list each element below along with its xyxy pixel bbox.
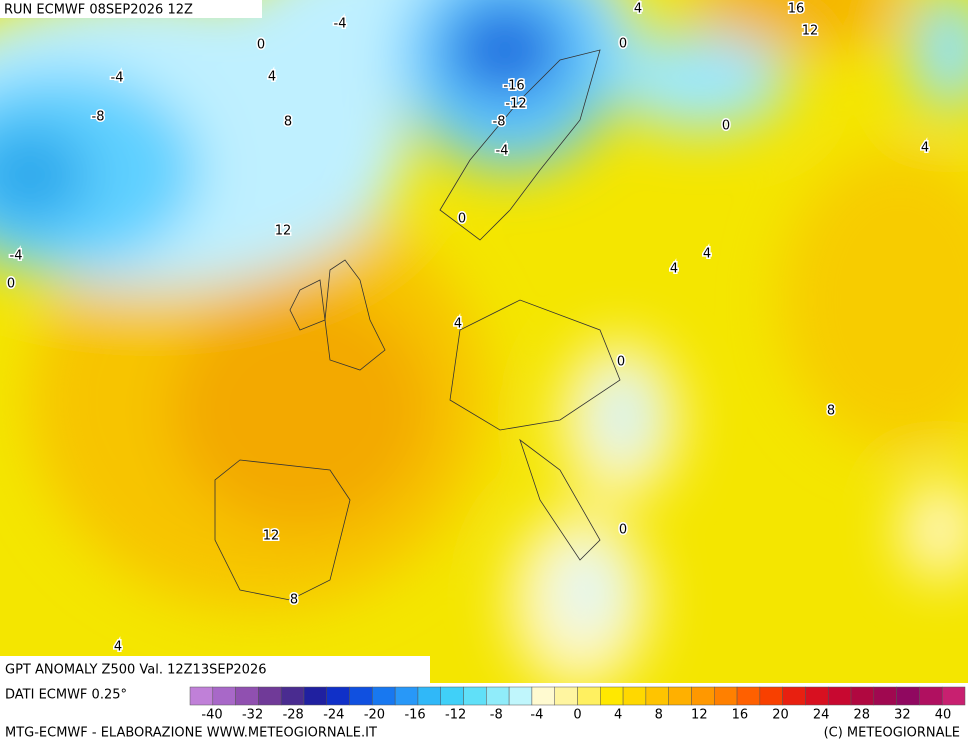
- footer-credit: MTG-ECMWF - ELABORAZIONE WWW.METEOGIORNA…: [5, 726, 377, 741]
- colorbar-swatch: [212, 686, 236, 706]
- contour-label: 4: [114, 640, 122, 655]
- colorbar-label: 8: [655, 708, 663, 723]
- colorbar-swatch: [691, 686, 715, 706]
- colorbar-swatch: [372, 686, 396, 706]
- contour-label: 0: [458, 212, 466, 227]
- colorbar-label: 28: [854, 708, 871, 723]
- contour-label: -12: [505, 97, 526, 112]
- contour-label: 12: [275, 224, 292, 239]
- colorbar-label: -4: [530, 708, 543, 723]
- colorbar-swatch: [827, 686, 852, 706]
- colorbar-swatch: [417, 686, 441, 706]
- colorbar-swatch: [463, 686, 487, 706]
- contour-label: -8: [493, 115, 506, 130]
- colorbar-swatch: [577, 686, 601, 706]
- colorbar-swatch: [554, 686, 578, 706]
- contour-label: -4: [111, 71, 124, 86]
- colorbar-label: -28: [283, 708, 304, 723]
- contour-label: 0: [619, 37, 627, 52]
- colorbar-swatch: [622, 686, 647, 706]
- contour-label: 12: [802, 24, 819, 39]
- contour-label: 8: [284, 115, 292, 130]
- colorbar-label: 4: [614, 708, 622, 723]
- map-title: GPT ANOMALY Z500 Val. 12Z13SEP2026: [5, 663, 267, 678]
- colorbar-label: -40: [201, 708, 222, 723]
- contour-label: 8: [827, 404, 835, 419]
- colorbar-label: -32: [242, 708, 263, 723]
- colorbar-swatch: [531, 686, 555, 706]
- colorbar-label: 24: [813, 708, 830, 723]
- colorbar-label: 0: [573, 708, 581, 723]
- title-box: [0, 656, 430, 683]
- coastlines: [214, 49, 621, 601]
- colorbar: -40 -32 -28 -24 -20 -16 -12 -8 -4 0 4 8 12 16 20 24 28 32…: [189, 686, 966, 723]
- colorbar-swatch: [349, 686, 373, 706]
- contour-label: 0: [7, 277, 15, 292]
- contour-label: 4: [921, 141, 929, 156]
- contour-label: -8: [92, 110, 105, 125]
- colorbar-swatch: [394, 686, 419, 706]
- footer-copyright: (C) METEOGIORNALE: [824, 726, 960, 741]
- colorbar-swatch: [850, 686, 875, 706]
- colorbar-swatch: [759, 686, 783, 706]
- colorbar-swatch: [280, 686, 305, 706]
- contour-label: -16: [503, 79, 524, 94]
- contour-label: 4: [670, 262, 678, 277]
- colorbar-label: -20: [364, 708, 385, 723]
- colorbar-label: 12: [691, 708, 708, 723]
- colorbar-swatch: [508, 686, 533, 706]
- contour-label: 16: [788, 2, 805, 17]
- colorbar-label: -16: [404, 708, 425, 723]
- colorbar-label: 40: [935, 708, 952, 723]
- colorbar-swatch: [258, 686, 282, 706]
- contour-label: 0: [257, 38, 265, 53]
- contour-label: 0: [722, 119, 730, 134]
- colorbar-swatch: [235, 686, 259, 706]
- contour-labels: -4 4 16 12 0 0 -4 4 -16 -12 -8 -8 0 8 -4 4 0 12 4 4 -4 0 4 0 8 0 1…: [5, 0, 930, 656]
- colorbar-swatch: [736, 686, 761, 706]
- colorbar-swatch: [645, 686, 669, 706]
- colorbar-swatch: [805, 686, 829, 706]
- colorbar-swatch: [896, 686, 920, 706]
- colorbar-swatch: [668, 686, 692, 706]
- map-field: RUN ECMWF 08SEP2026 12Z GPT ANOMALY Z500…: [0, 0, 968, 683]
- contour-label: 4: [268, 70, 276, 85]
- run-label: RUN ECMWF 08SEP2026 12Z: [4, 3, 193, 18]
- colorbar-label: 20: [772, 708, 789, 723]
- run-box: [0, 0, 262, 18]
- colorbar-label: 32: [894, 708, 911, 723]
- colorbar-swatch: [941, 686, 966, 706]
- colorbar-label: 16: [732, 708, 749, 723]
- contour-label: 12: [263, 529, 280, 544]
- contour-label: -4: [10, 249, 23, 264]
- colorbar-swatch: [189, 686, 214, 706]
- colorbar-swatch: [782, 686, 806, 706]
- contour-label: 4: [634, 2, 642, 17]
- colorbar-label: -12: [445, 708, 466, 723]
- contour-label: 4: [454, 317, 462, 332]
- colorbar-swatch: [440, 686, 464, 706]
- contour-label: 0: [619, 523, 627, 538]
- colorbar-swatch: [303, 686, 328, 706]
- colorbar-swatch: [919, 686, 943, 706]
- contour-label: -4: [334, 17, 347, 32]
- contour-label: 4: [703, 247, 711, 262]
- colorbar-label: -24: [323, 708, 344, 723]
- contour-label: 8: [290, 593, 298, 608]
- colorbar-swatch: [714, 686, 738, 706]
- contour-label: -4: [496, 144, 509, 159]
- colorbar-swatch: [486, 686, 510, 706]
- colorbar-label: -8: [490, 708, 503, 723]
- contour-label: 0: [617, 355, 625, 370]
- colorbar-swatch: [873, 686, 897, 706]
- source-label: DATI ECMWF 0.25°: [5, 688, 127, 703]
- colorbar-swatch: [600, 686, 624, 706]
- colorbar-swatch: [326, 686, 350, 706]
